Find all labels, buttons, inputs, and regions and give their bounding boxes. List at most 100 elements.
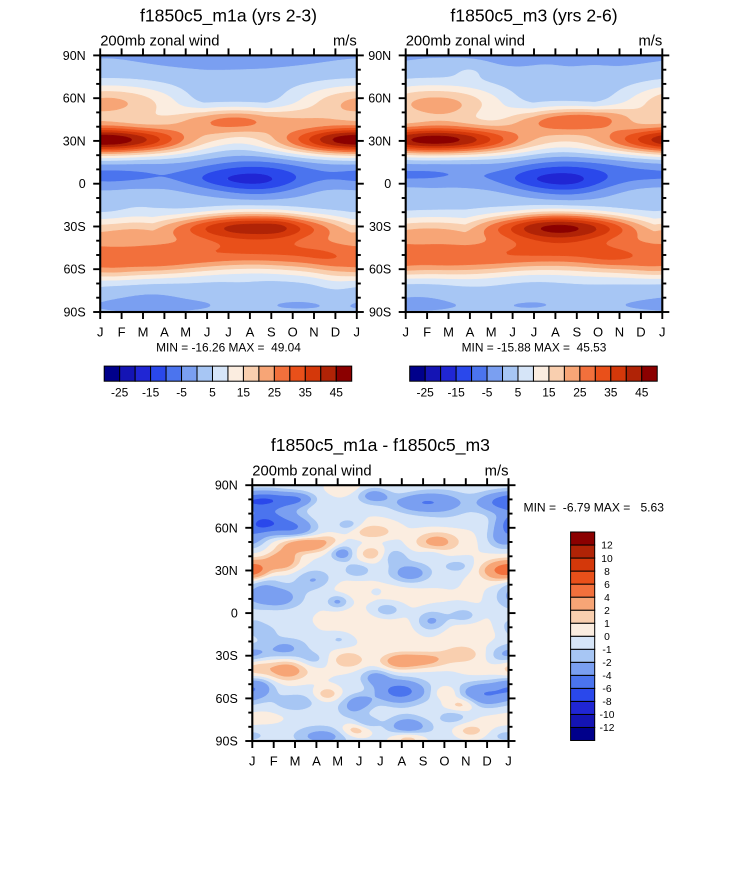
svg-text:200mb zonal wind: 200mb zonal wind (406, 34, 525, 50)
svg-text:90S: 90S (216, 735, 238, 749)
svg-text:M: M (138, 324, 149, 339)
svg-text:2: 2 (604, 606, 610, 617)
svg-text:M: M (290, 753, 301, 768)
svg-text:45: 45 (330, 385, 344, 399)
svg-text:J: J (225, 324, 232, 339)
svg-text:90N: 90N (215, 479, 238, 493)
svg-text:N: N (615, 324, 624, 339)
svg-text:-12: -12 (600, 723, 615, 734)
svg-text:M: M (180, 324, 191, 339)
svg-text:F: F (118, 324, 126, 339)
svg-text:0: 0 (384, 177, 391, 191)
svg-text:-4: -4 (602, 671, 611, 682)
svg-text:O: O (593, 324, 603, 339)
svg-text:m/s: m/s (638, 34, 662, 50)
svg-text:30S: 30S (216, 649, 238, 663)
svg-text:60N: 60N (63, 92, 86, 106)
svg-text:90N: 90N (63, 49, 86, 63)
svg-text:J: J (505, 753, 512, 768)
svg-text:5: 5 (209, 385, 216, 399)
svg-text:f1850c5_m1a (yrs 2-3): f1850c5_m1a (yrs 2-3) (140, 6, 317, 27)
svg-text:0: 0 (79, 177, 86, 191)
svg-text:10: 10 (601, 554, 613, 565)
svg-text:MIN = -16.26 MAX = 49.04: MIN = -16.26 MAX = 49.04 (156, 341, 301, 355)
svg-text:-15: -15 (142, 385, 160, 399)
svg-text:M: M (332, 753, 343, 768)
svg-text:30N: 30N (215, 564, 238, 578)
svg-text:J: J (354, 324, 361, 339)
svg-text:90S: 90S (369, 306, 391, 320)
svg-text:0: 0 (231, 607, 238, 621)
svg-text:0: 0 (604, 632, 610, 643)
svg-text:200mb zonal wind: 200mb zonal wind (100, 34, 219, 50)
svg-text:A: A (246, 324, 255, 339)
svg-text:A: A (466, 324, 475, 339)
svg-text:F: F (423, 324, 431, 339)
svg-text:8: 8 (604, 567, 610, 578)
svg-text:12: 12 (601, 541, 613, 552)
svg-text:f1850c5_m1a - f1850c5_m3: f1850c5_m1a - f1850c5_m3 (271, 435, 490, 456)
svg-text:MIN = -15.88 MAX = 45.53: MIN = -15.88 MAX = 45.53 (462, 341, 607, 355)
svg-text:S: S (267, 324, 276, 339)
svg-text:30N: 30N (368, 134, 391, 148)
svg-text:N: N (461, 753, 470, 768)
svg-text:M: M (486, 324, 497, 339)
svg-text:-2: -2 (602, 658, 611, 669)
svg-text:60S: 60S (63, 263, 85, 277)
svg-text:60S: 60S (216, 692, 238, 706)
svg-text:60N: 60N (215, 521, 238, 535)
svg-text:J: J (402, 324, 409, 339)
svg-text:90N: 90N (368, 49, 391, 63)
svg-text:35: 35 (299, 385, 313, 399)
svg-text:90S: 90S (63, 306, 85, 320)
svg-text:F: F (270, 753, 278, 768)
svg-text:4: 4 (604, 593, 610, 604)
svg-text:1: 1 (604, 619, 610, 630)
svg-text:-8: -8 (602, 697, 611, 708)
svg-text:J: J (377, 753, 384, 768)
svg-text:A: A (160, 324, 169, 339)
svg-text:J: J (249, 753, 256, 768)
svg-text:J: J (509, 324, 516, 339)
svg-text:-25: -25 (111, 385, 129, 399)
svg-text:-6: -6 (602, 684, 611, 695)
svg-text:-5: -5 (482, 385, 493, 399)
svg-text:60N: 60N (368, 92, 391, 106)
svg-text:30N: 30N (63, 134, 86, 148)
svg-text:J: J (204, 324, 211, 339)
svg-text:-1: -1 (602, 645, 611, 656)
svg-text:15: 15 (237, 385, 251, 399)
svg-text:30S: 30S (369, 220, 391, 234)
svg-text:200mb zonal wind: 200mb zonal wind (252, 463, 371, 479)
svg-text:O: O (439, 753, 449, 768)
svg-text:S: S (572, 324, 581, 339)
svg-text:MIN = -6.79 MAX = 5.63: MIN = -6.79 MAX = 5.63 (524, 501, 665, 515)
svg-text:35: 35 (604, 385, 618, 399)
svg-text:f1850c5_m3 (yrs 2-6): f1850c5_m3 (yrs 2-6) (450, 6, 617, 27)
svg-text:m/s: m/s (333, 34, 357, 50)
svg-text:J: J (659, 324, 666, 339)
svg-text:M: M (443, 324, 454, 339)
svg-text:D: D (636, 324, 645, 339)
svg-text:S: S (419, 753, 428, 768)
svg-text:D: D (331, 324, 340, 339)
svg-text:J: J (356, 753, 363, 768)
svg-text:-5: -5 (176, 385, 187, 399)
svg-text:-15: -15 (447, 385, 465, 399)
svg-text:15: 15 (542, 385, 556, 399)
svg-text:25: 25 (268, 385, 282, 399)
svg-text:J: J (531, 324, 538, 339)
svg-text:A: A (397, 753, 406, 768)
svg-text:A: A (312, 753, 321, 768)
svg-text:30S: 30S (63, 220, 85, 234)
svg-text:45: 45 (635, 385, 649, 399)
svg-text:O: O (288, 324, 298, 339)
svg-text:m/s: m/s (485, 463, 509, 479)
svg-text:25: 25 (573, 385, 587, 399)
svg-text:60S: 60S (369, 263, 391, 277)
svg-text:N: N (309, 324, 318, 339)
svg-text:D: D (482, 753, 491, 768)
svg-text:5: 5 (515, 385, 522, 399)
svg-text:J: J (97, 324, 104, 339)
svg-text:-10: -10 (600, 710, 615, 721)
